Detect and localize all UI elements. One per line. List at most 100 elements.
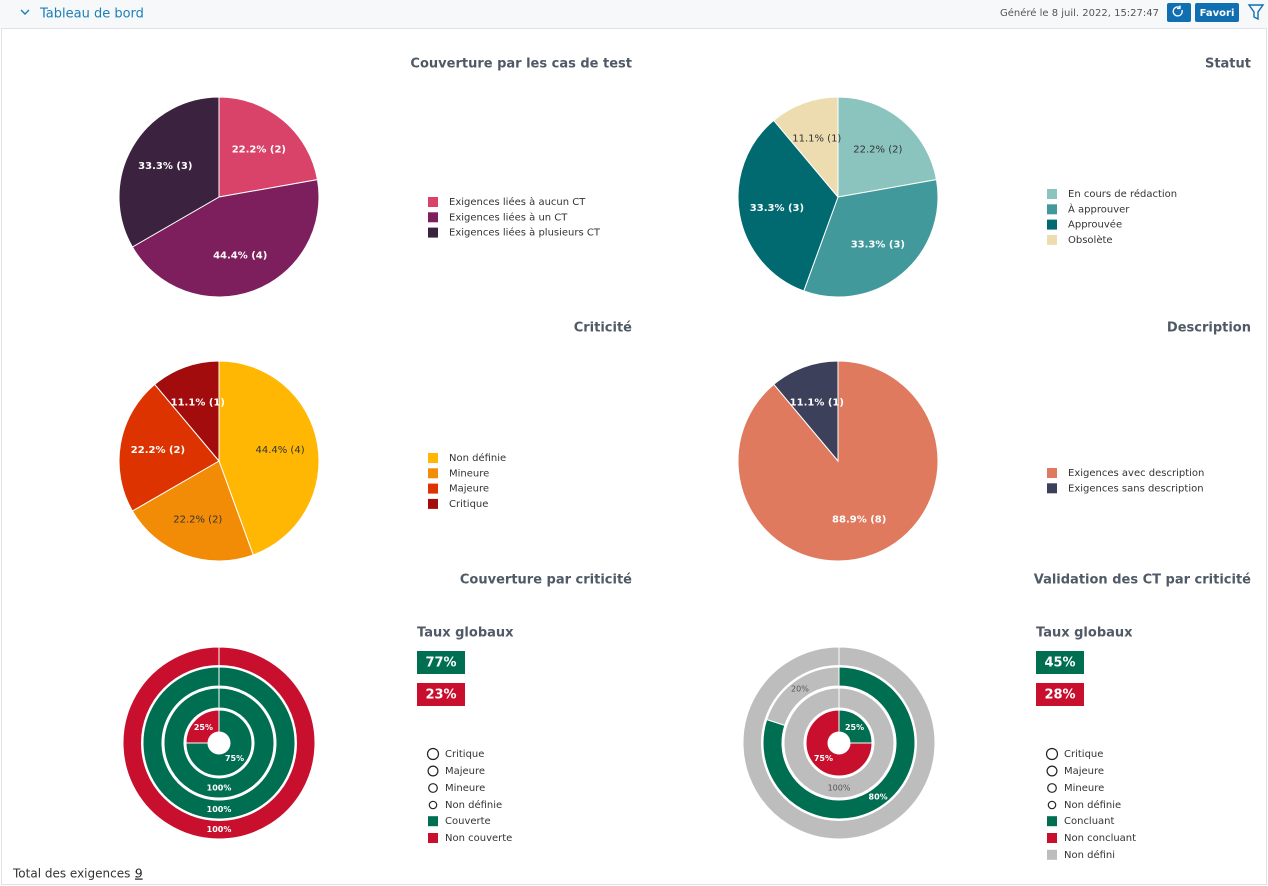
ring-separator	[741, 645, 937, 841]
legend-ring-icon	[428, 800, 438, 810]
ring-segment	[185, 709, 220, 744]
legend-label: Majeure	[1064, 766, 1104, 777]
data-label: 25%	[194, 723, 213, 732]
filter-icon[interactable]	[1247, 4, 1265, 21]
data-label: 33.3% (3)	[138, 161, 192, 172]
legend-swatch	[1047, 833, 1057, 843]
favorite-button[interactable]	[1195, 3, 1239, 22]
data-label: 11.1% (1)	[171, 398, 225, 409]
ring-separator	[121, 645, 317, 841]
legend-swatch	[428, 212, 438, 223]
legend-label: Concluant	[1064, 816, 1115, 827]
data-label: 100%	[828, 784, 851, 793]
rate-box	[417, 683, 465, 706]
legend-ring-icon	[1047, 783, 1057, 793]
collapse-icon[interactable]	[20, 9, 30, 15]
footer-total[interactable]: 9	[135, 867, 143, 881]
ring-segment	[805, 709, 873, 777]
favorite-label[interactable]: Favori	[1200, 8, 1235, 19]
pie-slice	[154, 360, 220, 463]
legend-swatch	[1047, 468, 1057, 478]
rate-value: 23%	[425, 688, 456, 703]
legend-ring-icon	[426, 747, 440, 761]
rate-value: 45%	[1044, 656, 1075, 671]
rate-value: 28%	[1044, 688, 1075, 703]
chart-title: Criticité	[574, 321, 632, 336]
data-label: 88.9% (8)	[832, 514, 886, 525]
legend-label: Majeure	[449, 484, 489, 495]
chart-title: Description	[1167, 321, 1251, 336]
legend-label: En cours de rédaction	[1068, 188, 1177, 200]
legend-label: Non définie	[449, 452, 506, 464]
chart-title: Couverture par criticité	[460, 573, 632, 588]
legend-swatch	[428, 498, 438, 509]
legend-swatch	[1047, 816, 1057, 827]
legend-ring-icon	[1045, 747, 1059, 761]
legend-swatch	[1047, 189, 1057, 199]
legend-swatch	[428, 483, 438, 494]
data-label: 22.2% (2)	[853, 145, 902, 156]
pie-slice	[837, 96, 938, 198]
legend-label: Couverte	[445, 816, 491, 827]
legend-swatch	[428, 468, 438, 479]
data-label: 20%	[791, 685, 809, 694]
ring-separator	[761, 665, 917, 821]
ring-separator	[184, 708, 254, 778]
refresh-icon	[1172, 5, 1183, 17]
summary-title: Taux globaux	[1036, 626, 1133, 641]
rate-value: 77%	[425, 656, 456, 671]
legend-swatch	[428, 197, 438, 207]
chart-title: Couverture par les cas de test	[410, 57, 632, 72]
legend-swatch	[1047, 234, 1057, 245]
data-label: 100%	[207, 825, 232, 834]
chart-title: Validation des CT par criticité	[1034, 573, 1251, 588]
legend-label: Majeure	[445, 766, 485, 777]
legend-ring-icon	[428, 783, 438, 793]
data-label: 25%	[845, 723, 864, 732]
header-title[interactable]: Tableau de bord	[39, 7, 144, 22]
data-label: 33.3% (3)	[851, 239, 905, 250]
legend-label: Non couverte	[445, 833, 512, 844]
legend-label: Exigences liées à plusieurs CT	[449, 227, 601, 239]
legend-label: Approuvée	[1068, 219, 1122, 231]
panel-border	[1, 28, 1267, 885]
data-label: 44.4% (4)	[213, 250, 267, 261]
data-label: 11.1% (1)	[790, 398, 844, 409]
data-label: 75%	[225, 754, 244, 763]
legend-label: Mineure	[449, 468, 489, 479]
legend-label: Critique	[1064, 749, 1103, 760]
legend-ring-icon	[1047, 800, 1057, 810]
data-label: 22.2% (2)	[131, 445, 185, 456]
legend-ring-icon	[427, 765, 439, 777]
chart-title: Statut	[1205, 57, 1251, 72]
legend-label: Obsolète	[1068, 234, 1113, 246]
ring-segment	[163, 687, 275, 799]
data-label: 22.2% (2)	[173, 514, 222, 525]
pie-slice	[118, 383, 220, 512]
legend-label: Non définie	[1064, 799, 1121, 811]
ring-segment	[783, 687, 895, 799]
data-label: 80%	[869, 792, 888, 801]
ring-separator	[141, 665, 297, 821]
pie-slice	[737, 119, 839, 292]
legend-label: Exigences liées à un CT	[449, 211, 568, 223]
data-label: 11.1% (1)	[792, 134, 841, 145]
refresh-button[interactable]	[1167, 3, 1191, 22]
legend-swatch	[1047, 483, 1057, 494]
data-label: 33.3% (3)	[750, 203, 804, 214]
legend-label: Exigences liées à aucun CT	[449, 196, 586, 208]
pie-slice	[118, 96, 220, 248]
summary-title: Taux globaux	[417, 626, 514, 641]
legend-label: Exigences avec description	[1068, 468, 1204, 479]
legend-swatch	[428, 227, 438, 238]
data-label: 75%	[814, 754, 833, 763]
legend-swatch	[428, 453, 438, 463]
legend-label: Non défini	[1064, 849, 1115, 861]
data-label: 22.2% (2)	[232, 145, 286, 156]
legend-label: Non concluant	[1064, 833, 1136, 844]
legend-label: Mineure	[445, 783, 485, 794]
legend-label: Non définie	[445, 799, 502, 811]
ring-separator	[162, 686, 276, 800]
legend-label: Critique	[445, 749, 484, 760]
